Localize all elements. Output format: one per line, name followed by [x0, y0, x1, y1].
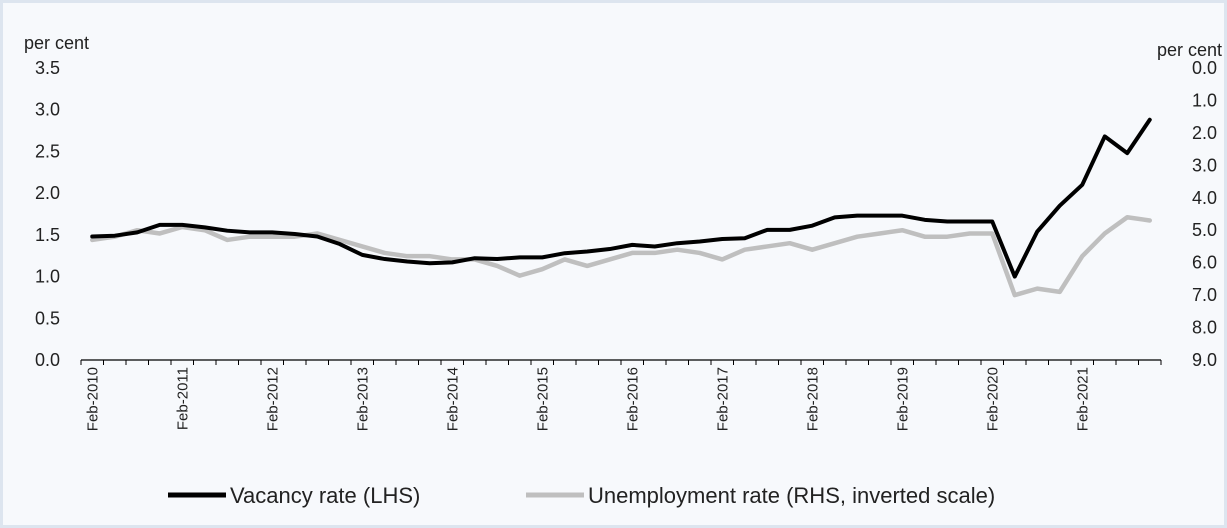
x-tick-label: Feb-2017	[714, 367, 731, 431]
x-tick-label: Feb-2013	[354, 367, 371, 431]
chart-panel: per cent per cent 0.0 0.5 1.0 1.5 2.0 2.5 3.0 3…	[3, 3, 1224, 525]
right-tick-label: 6.0	[1192, 253, 1217, 273]
right-axis-ticks: 0.0 1.0 2.0 3.0 4.0 5.0 6.0 7.0 8.0 9.0	[1192, 58, 1217, 370]
x-tick-label: Feb-2015	[534, 367, 551, 431]
x-tick-label: Feb-2021	[1074, 367, 1091, 431]
right-axis-unit-label: per cent	[1157, 40, 1222, 60]
unemployment-rate-line	[90, 214, 1152, 298]
x-tick-label: Feb-2019	[894, 367, 911, 431]
line-chart: per cent per cent 0.0 0.5 1.0 1.5 2.0 2.5 3.0 3…	[24, 33, 1222, 508]
x-tick-label: Feb-2014	[444, 367, 461, 431]
right-tick-label: 3.0	[1192, 155, 1217, 175]
left-axis-unit-label: per cent	[24, 33, 89, 53]
x-tick-label: Feb-2018	[804, 367, 821, 431]
left-tick-label: 1.5	[35, 225, 60, 245]
left-tick-label: 2.0	[35, 183, 60, 203]
right-tick-label: 2.0	[1192, 123, 1217, 143]
x-tick-label: Feb-2012	[264, 367, 281, 431]
x-tick-label: Feb-2011	[174, 367, 191, 430]
left-tick-label: 1.0	[35, 267, 60, 287]
left-tick-label: 2.5	[35, 141, 60, 161]
right-tick-label: 1.0	[1192, 90, 1217, 110]
x-tick-label: Feb-2020	[984, 367, 1001, 431]
left-tick-label: 0.0	[35, 350, 60, 370]
x-axis-ticks	[80, 360, 1162, 365]
right-tick-label: 8.0	[1192, 318, 1217, 338]
legend: Vacancy rate (LHS) Unemployment rate (RH…	[168, 483, 995, 508]
x-tick-label: Feb-2016	[624, 367, 641, 431]
right-tick-label: 4.0	[1192, 188, 1217, 208]
right-tick-label: 5.0	[1192, 220, 1217, 240]
right-tick-label: 0.0	[1192, 58, 1217, 78]
right-tick-label: 7.0	[1192, 285, 1217, 305]
left-tick-label: 3.0	[35, 100, 60, 120]
series-layer	[90, 117, 1152, 298]
left-axis-ticks: 0.0 0.5 1.0 1.5 2.0 2.5 3.0 3.5	[35, 58, 60, 370]
legend-label-vacancy: Vacancy rate (LHS)	[230, 483, 420, 508]
left-tick-label: 3.5	[35, 58, 60, 78]
legend-label-unemployment: Unemployment rate (RHS, inverted scale)	[588, 483, 995, 508]
x-tick-label: Feb-2010	[84, 367, 101, 431]
x-axis-labels: Feb-2010 Feb-2011 Feb-2012 Feb-2013 Feb-2014…	[84, 367, 1091, 431]
vacancy-rate-line	[90, 117, 1152, 279]
left-tick-label: 0.5	[35, 308, 60, 328]
right-tick-label: 9.0	[1192, 350, 1217, 370]
